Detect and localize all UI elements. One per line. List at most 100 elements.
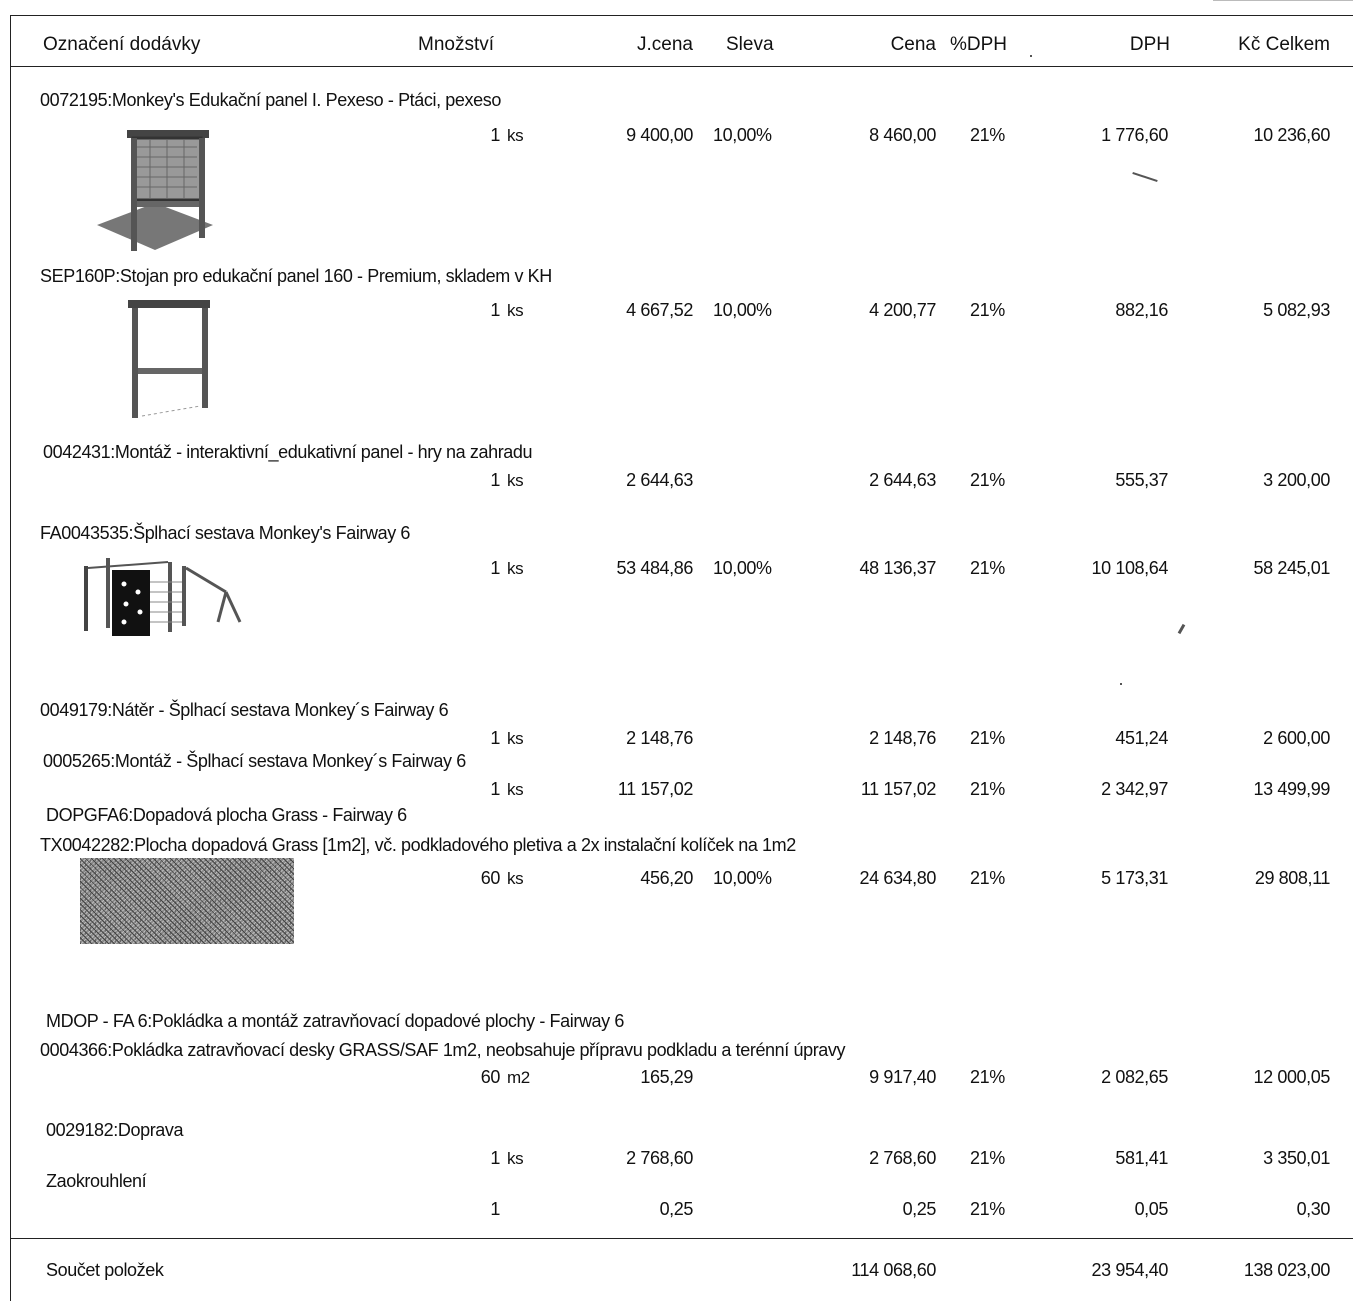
item-name: 0072195:Monkey's Edukační panel I. Pexes…: [40, 90, 501, 110]
item-unit-price: 11 157,02: [617, 779, 694, 799]
item-qty: 1: [490, 558, 500, 578]
item-vat-pct: 21%: [970, 1148, 1005, 1168]
item-vat-pct: 21%: [970, 558, 1005, 578]
item-unit: ks: [507, 1149, 524, 1168]
item-vat-pct: 21%: [970, 779, 1005, 799]
item-name: 0049179:Nátěr - Šplhací sestava Monkey´s…: [40, 700, 449, 720]
item-unit: ks: [507, 729, 524, 748]
item-total: 2 600,00: [1263, 728, 1330, 748]
educational-panel-picture: [97, 130, 213, 251]
item-unit-price: 456,20: [640, 868, 693, 888]
item-vat: 882,16: [1115, 300, 1168, 320]
item-unit: ks: [507, 471, 524, 490]
item-price: 9 917,40: [869, 1067, 936, 1087]
item-unit-price: 4 667,52: [626, 300, 693, 320]
item-vat: 0,05: [1134, 1199, 1169, 1219]
col-unit-price: J.cena: [637, 34, 693, 55]
item-discount: 10,00%: [713, 558, 772, 578]
item-unit: ks: [507, 559, 524, 578]
item-price: 4 200,77: [869, 300, 936, 320]
item-vat: 2 342,97: [1101, 779, 1168, 799]
item-unit-price: 2 768,60: [626, 1148, 693, 1168]
item-unit: ks: [507, 301, 524, 320]
summary-price: 114 068,60: [851, 1260, 936, 1280]
item-price: 24 634,80: [859, 868, 937, 888]
item-unit: ks: [507, 869, 524, 888]
item-price: 2 644,63: [869, 470, 936, 490]
item-vat-pct: 21%: [970, 470, 1005, 490]
item-vat-pct: 21%: [970, 868, 1005, 888]
item-name: SEP160P:Stojan pro edukační panel 160 - …: [40, 266, 552, 286]
scan-speck: [1030, 55, 1032, 57]
item-qty: 60: [480, 1067, 501, 1087]
item-unit: ks: [507, 126, 524, 145]
item-total: 0,30: [1296, 1199, 1331, 1219]
item-unit-price: 2 148,76: [626, 728, 693, 748]
item-vat: 2 082,65: [1101, 1067, 1168, 1087]
col-discount: Sleva: [726, 34, 774, 55]
item-name: FA0043535:Šplhací sestava Monkey's Fairw…: [40, 523, 411, 543]
item-vat: 1 776,60: [1101, 125, 1168, 145]
summary-total: 138 023,00: [1243, 1260, 1330, 1280]
item-discount: 10,00%: [713, 300, 772, 320]
item-total: 5 082,93: [1263, 300, 1330, 320]
item-price: 48 136,37: [859, 558, 937, 578]
item-qty: 1: [490, 1199, 500, 1219]
item-unit-price: 53 484,86: [616, 558, 694, 578]
item-discount: 10,00%: [713, 868, 772, 888]
item-unit-price: 0,25: [659, 1199, 694, 1219]
panel-stand-picture: [128, 300, 210, 418]
scan-speck: [1120, 683, 1122, 685]
summary-vat: 23 954,40: [1091, 1260, 1169, 1280]
item-total: 3 350,01: [1263, 1148, 1330, 1168]
item-unit: ks: [507, 780, 524, 799]
item-vat-pct: 21%: [970, 728, 1005, 748]
item-qty: 1: [490, 300, 500, 320]
item-name: 0005265:Montáž - Šplhací sestava Monkey´…: [43, 751, 466, 771]
item-name: Zaokrouhlení: [46, 1171, 147, 1191]
item-vat: 451,24: [1115, 728, 1168, 748]
item-vat: 581,41: [1115, 1148, 1168, 1168]
item-qty: 60: [480, 868, 501, 888]
col-price: Cena: [890, 34, 936, 55]
item-vat-pct: 21%: [970, 1199, 1005, 1219]
item-qty: 1: [490, 470, 500, 490]
item-vat-pct: 21%: [970, 1067, 1005, 1087]
item-name: 0029182:Doprava: [46, 1120, 184, 1140]
item-name: 0042431:Montáž - interaktivní_edukativní…: [43, 442, 533, 462]
header-rule: [10, 66, 1353, 67]
scan-speck: [1177, 623, 1186, 635]
col-designation: Označení dodávky: [43, 34, 201, 55]
item-total: 29 808,11: [1254, 868, 1331, 888]
item-price: 11 157,02: [860, 779, 937, 799]
item-total: 58 245,01: [1253, 558, 1331, 578]
item-vat-pct: 21%: [970, 300, 1005, 320]
item-name: 0004366:Pokládka zatravňovací desky GRAS…: [40, 1040, 846, 1060]
climbing-set-picture: [84, 558, 242, 636]
col-vat-pct: %DPH: [950, 34, 1008, 55]
item-unit: m2: [507, 1068, 530, 1087]
item-total: 3 200,00: [1263, 470, 1330, 490]
corner-mark: [1213, 0, 1353, 1]
item-group: MDOP - FA 6:Pokládka a montáž zatravňova…: [46, 1011, 624, 1031]
item-vat: 5 173,31: [1101, 868, 1168, 888]
item-group: DOPGFA6:Dopadová plocha Grass - Fairway …: [46, 805, 407, 825]
item-price: 2 148,76: [869, 728, 936, 748]
item-total: 12 000,05: [1253, 1067, 1331, 1087]
item-unit-price: 165,29: [640, 1067, 693, 1087]
item-price: 8 460,00: [869, 125, 936, 145]
scan-speck: [1132, 172, 1158, 182]
item-vat: 10 108,64: [1091, 558, 1169, 578]
grass-mat-picture: [80, 858, 294, 944]
item-vat-pct: 21%: [970, 125, 1005, 145]
summary-rule: [10, 1238, 1353, 1239]
col-total: Kč Celkem: [1238, 34, 1330, 55]
item-qty: 1: [490, 728, 500, 748]
item-qty: 1: [490, 779, 500, 799]
item-unit-price: 2 644,63: [626, 470, 693, 490]
item-price: 0,25: [902, 1199, 937, 1219]
item-name: TX0042282:Plocha dopadová Grass [1m2], v…: [40, 835, 796, 855]
item-total: 10 236,60: [1253, 125, 1331, 145]
item-discount: 10,00%: [713, 125, 772, 145]
item-price: 2 768,60: [869, 1148, 936, 1168]
